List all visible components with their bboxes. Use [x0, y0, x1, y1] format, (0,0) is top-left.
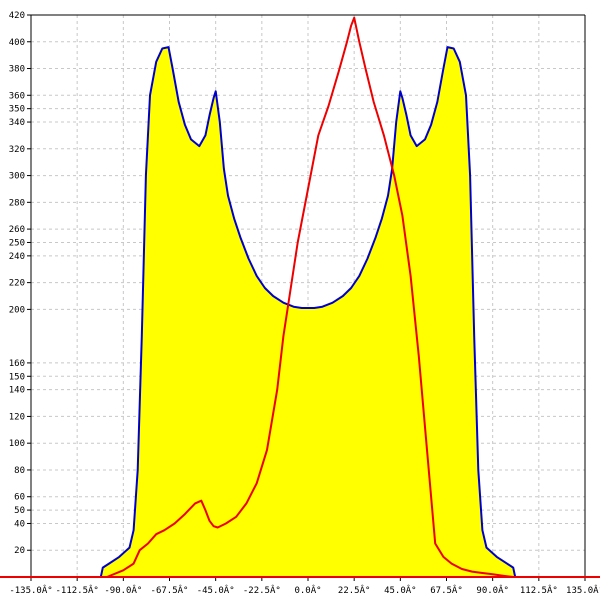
x-tick-label: -135.0Â° — [9, 584, 52, 596]
series-0-area — [100, 47, 516, 578]
x-tick-label: -22.5Â° — [243, 584, 281, 596]
y-tick-label: 240 — [9, 252, 25, 262]
line-layer — [99, 16, 517, 578]
y-tick-label: 300 — [9, 172, 25, 182]
y-tick-label: 200 — [9, 305, 25, 315]
y-tick-label: 400 — [9, 38, 25, 48]
x-tick-label: -90.0Â° — [104, 584, 142, 596]
x-tick-label: -67.5Â° — [151, 584, 189, 596]
y-tick-label: 380 — [9, 65, 25, 75]
y-tick-label: 150 — [9, 372, 25, 382]
x-tick-label: 112.5Â° — [520, 584, 558, 596]
x-tick-label: 0.0Â° — [294, 584, 321, 596]
y-tick-label: 340 — [9, 118, 25, 128]
y-tick-label: 140 — [9, 386, 25, 396]
series-0-line — [99, 46, 517, 578]
y-tick-label: 50 — [14, 506, 25, 516]
x-tick-label: -112.5Â° — [55, 584, 98, 596]
axis-layer — [0, 14, 600, 581]
x-tick-label: 135.0Â° — [566, 584, 600, 596]
x-tick-label: -45.0Â° — [197, 584, 235, 596]
x-tick-label: 22.5Â° — [338, 584, 371, 596]
y-tick-label: 250 — [9, 238, 25, 248]
y-tick-label: 80 — [14, 466, 25, 476]
y-tick-label: 320 — [9, 145, 25, 155]
x-tick-label: 45.0Â° — [384, 584, 417, 596]
y-tick-label: 20 — [14, 546, 25, 556]
y-tick-label: 280 — [9, 198, 25, 208]
y-tick-label: 160 — [9, 359, 25, 369]
y-tick-label: 260 — [9, 225, 25, 235]
y-tick-label: 40 — [14, 519, 25, 529]
y-tick-label: 350 — [9, 105, 25, 115]
label-layer: -135.0Â° -112.5Â° -90.0Â° -67.5Â° -45.0Â° -22… — [9, 11, 600, 596]
y-tick-label: 100 — [9, 439, 25, 449]
y-tick-label: 360 — [9, 91, 25, 101]
y-tick-label: 60 — [14, 493, 25, 503]
y-tick-label: 220 — [9, 279, 25, 289]
fill-layer — [100, 47, 516, 578]
y-tick-label: 120 — [9, 412, 25, 422]
x-tick-label: 67.5Â° — [430, 584, 463, 596]
y-tick-label: 420 — [9, 11, 25, 21]
series-1-line — [106, 16, 514, 578]
x-tick-label: 90.0Â° — [476, 584, 509, 596]
